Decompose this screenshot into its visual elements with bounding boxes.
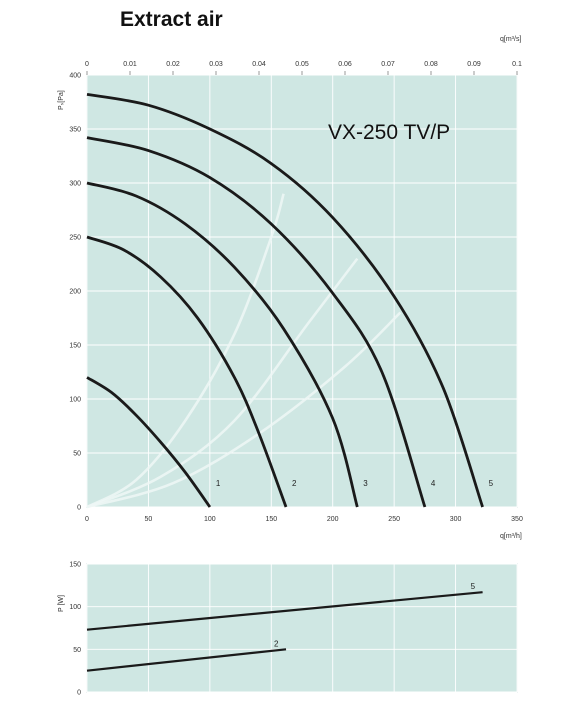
y-axis-label: Pₛ[Pa] <box>58 90 65 110</box>
system-curve <box>86 257 359 509</box>
x-axis-label: q[m³/h] <box>500 533 522 540</box>
x-top-tick-label: 0.09 <box>467 61 481 68</box>
power-tick-labels: 0 50 100 150 <box>69 562 81 697</box>
x-top-tick-label: 0.01 <box>123 61 137 68</box>
y-tick-label: 0 <box>77 505 81 512</box>
fan-curve-3 <box>86 181 359 508</box>
power-y-tick-label: 50 <box>73 647 81 654</box>
x-top-tick-label: 0.06 <box>338 61 352 68</box>
x-tick-label: 250 <box>388 516 400 523</box>
fan-curve-1 <box>86 376 212 508</box>
y-tick-label: 200 <box>69 289 81 296</box>
curve-label-1: 1 <box>216 479 221 488</box>
power-y-axis-label: P [W] <box>58 595 65 612</box>
y-tick-label: 300 <box>69 181 81 188</box>
x-tick-label: 150 <box>265 516 277 523</box>
curve-label-2: 2 <box>292 479 297 488</box>
x-top-tick-label: 0.1 <box>512 61 522 68</box>
power-grid <box>86 563 518 693</box>
power-y-tick-label: 150 <box>69 562 81 569</box>
y-tick-label: 350 <box>69 127 81 134</box>
x-top-tick-label: 0 <box>85 61 89 68</box>
fan-curve-2 <box>86 235 288 508</box>
power-curve-label-5: 5 <box>471 582 476 591</box>
main-grid <box>86 74 518 508</box>
x-top-tick-label: 0.07 <box>381 61 395 68</box>
power-y-tick-label: 100 <box>69 604 81 611</box>
fan-curves: 1 2 3 4 5 <box>86 93 494 508</box>
y-tick-label: 100 <box>69 397 81 404</box>
x-tick-label: 300 <box>450 516 462 523</box>
x-tick-label: 200 <box>327 516 339 523</box>
power-curve-2 <box>86 648 287 672</box>
x-top-axis-label: q[m³/s] <box>500 36 521 43</box>
fan-curve-5 <box>86 93 484 508</box>
x-top-tick-label: 0.04 <box>252 61 266 68</box>
x-tick-label: 0 <box>85 516 89 523</box>
x-tick-label: 350 <box>511 516 523 523</box>
model-label: VX-250 TV/P <box>328 121 450 144</box>
y-tick-label: 400 <box>69 73 81 80</box>
y-tick-label: 250 <box>69 235 81 242</box>
y-tick-label: 50 <box>73 451 81 458</box>
power-plot-area <box>86 563 518 693</box>
curve-label-3: 3 <box>363 479 368 488</box>
power-curve-label-2: 2 <box>274 639 279 648</box>
power-curves: 52 <box>86 582 483 672</box>
x-tick-label: 100 <box>204 516 216 523</box>
y-tick-label: 150 <box>69 343 81 350</box>
fan-curve-4 <box>86 136 427 508</box>
x-top-tick-label: 0.05 <box>295 61 309 68</box>
curve-label-4: 4 <box>431 479 436 488</box>
power-y-tick-label: 0 <box>77 690 81 697</box>
main-tick-labels: 0 50 100 150 200 250 300 3500501001502002503003… <box>69 61 523 523</box>
x-top-tick-label: 0.02 <box>166 61 180 68</box>
curve-label-5: 5 <box>489 479 494 488</box>
chart-title: Extract air <box>120 8 223 31</box>
power-curve-5 <box>86 591 483 631</box>
x-top-tick-label: 0.03 <box>209 61 223 68</box>
system-curve <box>86 193 285 509</box>
x-tick-label: 50 <box>145 516 153 523</box>
x-top-tick-label: 0.08 <box>424 61 438 68</box>
